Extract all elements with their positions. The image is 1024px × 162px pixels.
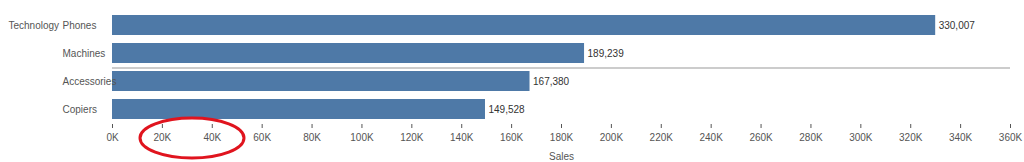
svg-text:Phones: Phones bbox=[63, 20, 97, 31]
svg-text:340K: 340K bbox=[949, 132, 973, 143]
svg-text:200K: 200K bbox=[600, 132, 624, 143]
svg-text:Sales: Sales bbox=[549, 151, 574, 162]
svg-text:240K: 240K bbox=[699, 132, 723, 143]
svg-text:80K: 80K bbox=[303, 132, 321, 143]
svg-text:120K: 120K bbox=[400, 132, 424, 143]
svg-text:180K: 180K bbox=[550, 132, 574, 143]
svg-text:20K: 20K bbox=[153, 132, 171, 143]
svg-text:320K: 320K bbox=[899, 132, 923, 143]
svg-text:Technology: Technology bbox=[9, 20, 60, 31]
svg-text:260K: 260K bbox=[749, 132, 773, 143]
svg-text:360K: 360K bbox=[999, 132, 1023, 143]
svg-text:Accessories: Accessories bbox=[63, 76, 117, 87]
svg-text:167,380: 167,380 bbox=[533, 76, 570, 87]
svg-text:40K: 40K bbox=[203, 132, 221, 143]
svg-text:140K: 140K bbox=[450, 132, 474, 143]
svg-text:189,239: 189,239 bbox=[588, 48, 625, 59]
svg-text:160K: 160K bbox=[500, 132, 524, 143]
svg-text:300K: 300K bbox=[849, 132, 873, 143]
svg-text:Copiers: Copiers bbox=[63, 104, 97, 115]
svg-text:220K: 220K bbox=[650, 132, 674, 143]
svg-text:60K: 60K bbox=[253, 132, 271, 143]
svg-text:Machines: Machines bbox=[63, 48, 106, 59]
svg-text:330,007: 330,007 bbox=[939, 20, 976, 31]
svg-text:0K: 0K bbox=[106, 132, 119, 143]
svg-text:280K: 280K bbox=[799, 132, 823, 143]
svg-text:100K: 100K bbox=[350, 132, 374, 143]
svg-text:149,528: 149,528 bbox=[488, 104, 525, 115]
